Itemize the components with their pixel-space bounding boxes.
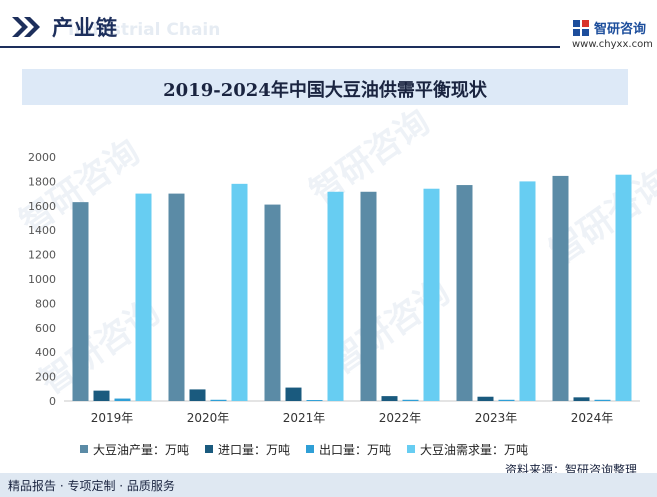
brand-logo: 智研咨询 www.chyxx.com — [572, 18, 653, 52]
x-tick-label: 2023年 — [475, 411, 518, 425]
legend-item: 出口量：万吨 — [306, 441, 391, 458]
bar-2 — [573, 397, 590, 401]
y-tick-label: 2000 — [28, 151, 56, 164]
bar-2 — [477, 396, 494, 401]
bar-1 — [456, 185, 473, 401]
bar-3 — [114, 398, 131, 401]
brand-mark-icon — [573, 20, 589, 36]
bar-2 — [381, 396, 398, 401]
brand-name: 智研咨询 — [594, 22, 647, 37]
x-tick-label: 2022年 — [379, 411, 422, 425]
chart-title: 2019-2024年中国大豆油供需平衡现状 — [163, 80, 487, 101]
bar-2 — [285, 387, 302, 401]
bar-4 — [615, 174, 632, 401]
legend-swatch — [306, 445, 315, 453]
y-tick-label: 0 — [49, 395, 56, 408]
bar-3 — [306, 400, 323, 401]
double-chevron-icon — [12, 17, 40, 37]
y-tick-label: 1200 — [28, 249, 56, 262]
x-tick-label: 2024年 — [571, 411, 614, 425]
y-tick-label: 1400 — [28, 224, 56, 237]
footer-bar: 精品报告 · 专项定制 · 品质服务 — [0, 473, 657, 497]
bar-1 — [72, 202, 89, 401]
bar-4 — [135, 193, 152, 401]
bar-2 — [189, 389, 206, 401]
bar-4 — [423, 188, 440, 401]
bar-3 — [402, 399, 419, 401]
y-tick-label: 200 — [35, 371, 56, 384]
chart-title-band: 2019-2024年中国大豆油供需平衡现状 — [22, 69, 628, 105]
legend-label: 进口量：万吨 — [218, 442, 291, 457]
bar-3 — [594, 399, 611, 401]
page-title: 产业链 — [52, 16, 118, 40]
bar-1 — [552, 175, 569, 401]
bar-1 — [360, 191, 377, 401]
bar-chart: 2000180016001400120010008006004002000201… — [28, 151, 640, 425]
bar-4 — [231, 183, 248, 401]
legend-item: 进口量：万吨 — [205, 441, 290, 458]
legend-swatch — [407, 445, 416, 453]
y-tick-label: 1600 — [28, 200, 56, 213]
legend-label: 大豆油需求量：万吨 — [420, 442, 529, 457]
bar-3 — [498, 399, 515, 401]
y-tick-label: 800 — [35, 297, 56, 310]
x-tick-label: 2020年 — [187, 411, 230, 425]
bar-1 — [168, 193, 185, 401]
y-tick-label: 1000 — [28, 273, 56, 286]
bar-2 — [93, 390, 110, 401]
legend-item: 大豆油产量：万吨 — [80, 441, 189, 458]
header-divider — [0, 46, 560, 48]
x-tick-label: 2019年 — [91, 411, 134, 425]
chart-legend: 大豆油产量：万吨 进口量：万吨 出口量：万吨 大豆油需求量：万吨 — [80, 441, 544, 457]
header-ghost-text: Industrial Chain — [68, 20, 221, 40]
legend-swatch — [80, 445, 88, 453]
legend-swatch — [205, 445, 214, 453]
y-tick-label: 600 — [35, 322, 56, 335]
x-tick-label: 2021年 — [283, 411, 326, 425]
bar-3 — [210, 399, 227, 401]
page-header: Industrial Chain 产业链 智研咨询 www.chyxx.com — [0, 0, 657, 58]
legend-label: 出口量：万吨 — [319, 442, 392, 457]
y-tick-label: 400 — [35, 346, 56, 359]
brand-url: www.chyxx.com — [572, 39, 653, 50]
footer-slogan: 精品报告 · 专项定制 · 品质服务 — [8, 479, 175, 493]
bar-4 — [327, 191, 344, 401]
bar-4 — [519, 181, 536, 401]
y-tick-label: 1800 — [28, 175, 56, 188]
legend-label: 大豆油产量：万吨 — [93, 442, 190, 457]
legend-item: 大豆油需求量：万吨 — [407, 441, 528, 458]
bar-1 — [264, 204, 281, 401]
